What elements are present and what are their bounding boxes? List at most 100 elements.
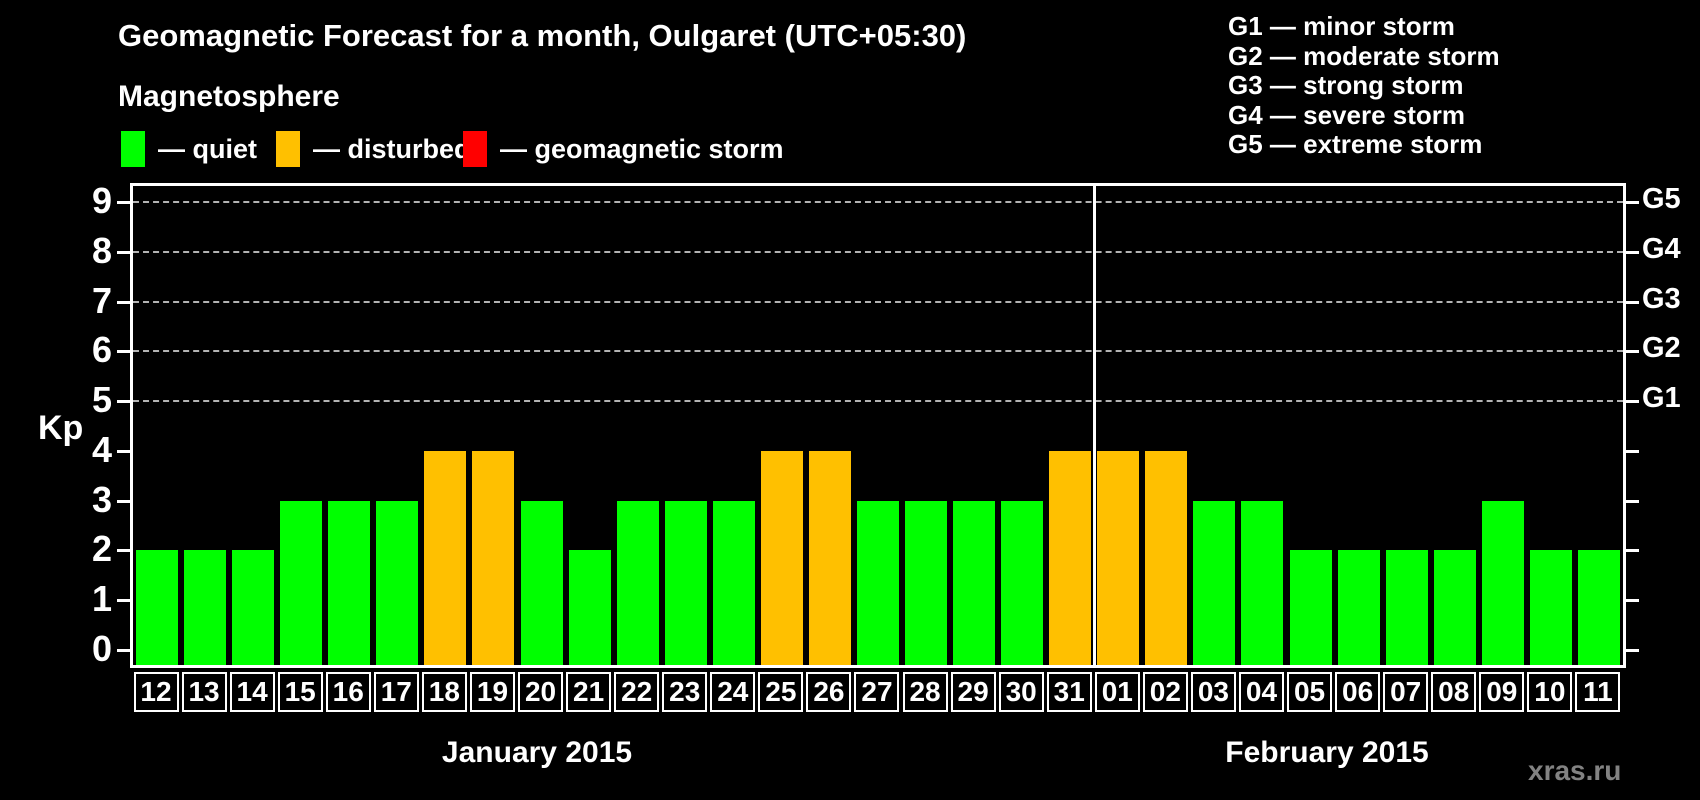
right-axis-tick: [1626, 449, 1639, 453]
legend-item-disturbed: — disturbed: [276, 131, 471, 167]
y-tick-label: 9: [91, 179, 112, 221]
day-label: 19: [469, 672, 515, 712]
kp-bar: [664, 500, 707, 665]
day-label: 12: [133, 672, 179, 712]
g-axis-label-g3: G3: [1642, 282, 1681, 315]
right-axis-tick: [1626, 649, 1639, 652]
day-label: 10: [1527, 672, 1573, 712]
gridline-kp7: [133, 300, 1623, 303]
g-scale-legend-line: G2 — moderate storm: [1228, 40, 1500, 71]
right-axis-tick: [1626, 200, 1639, 204]
right-axis-tick: [1626, 400, 1639, 404]
kp-bar: [1001, 500, 1044, 665]
y-tick-label: 5: [91, 379, 112, 421]
watermark: xras.ru: [1528, 755, 1622, 786]
kp-bar: [472, 450, 515, 665]
day-label: 04: [1238, 672, 1284, 712]
kp-bar: [232, 550, 275, 665]
y-axis-tick: [117, 400, 130, 404]
day-label: 01: [1094, 672, 1140, 712]
g-axis-label-g4: G4: [1642, 232, 1681, 265]
kp-bar: [616, 500, 659, 665]
g-scale-legend-line: G1 — minor storm: [1228, 11, 1455, 41]
y-axis-tick: [117, 200, 130, 204]
day-label: 28: [902, 672, 948, 712]
kp-bar: [808, 450, 851, 665]
day-label: 23: [662, 672, 708, 712]
day-label: 20: [518, 672, 564, 712]
y-axis-tick: [117, 499, 130, 503]
y-axis-tick: [117, 549, 130, 553]
g-scale-legend: G1 — minor storm G2 — moderate storm G3 — …: [1228, 11, 1500, 160]
kp-bar: [1481, 500, 1524, 665]
right-axis-tick: [1626, 250, 1639, 254]
g-axis-label-g5: G5: [1642, 182, 1681, 215]
y-axis-tick: [117, 350, 130, 354]
y-axis-tick: [117, 649, 130, 652]
right-axis-tick: [1626, 599, 1639, 603]
y-tick-label: 3: [91, 478, 112, 520]
chart-title: Geomagnetic Forecast for a month, Oulgar…: [118, 18, 967, 53]
kp-bar: [1097, 450, 1140, 665]
kp-bar: [953, 500, 996, 665]
y-tick-label: 4: [91, 428, 112, 470]
g-axis-label-g2: G2: [1642, 332, 1681, 365]
kp-bar: [1193, 500, 1236, 665]
day-label: 29: [950, 672, 996, 712]
day-label: 22: [614, 672, 660, 712]
day-label: 18: [421, 672, 467, 712]
legend-item-quiet: — quiet: [121, 131, 257, 167]
day-label: 27: [854, 672, 900, 712]
kp-bar: [1241, 500, 1284, 665]
kp-bar: [1145, 450, 1188, 665]
day-label: 09: [1479, 672, 1525, 712]
day-label: 03: [1190, 672, 1236, 712]
kp-bar: [712, 500, 755, 665]
month-separator: [1092, 183, 1096, 668]
y-tick-label: 7: [91, 279, 112, 321]
g-scale-legend-line: G4 — severe storm: [1228, 99, 1466, 130]
kp-bar: [1385, 550, 1428, 665]
y-axis-tick: [117, 599, 130, 603]
day-label: 25: [758, 672, 804, 712]
quiet-swatch: [121, 131, 145, 167]
g-scale-legend-line: G3 — strong storm: [1228, 70, 1464, 100]
y-axis-tick: [117, 250, 130, 254]
legend-item-label: — geomagnetic storm: [500, 133, 784, 164]
day-label: 26: [806, 672, 852, 712]
kp-bar: [1577, 550, 1620, 665]
kp-bar: [1529, 550, 1572, 665]
right-axis-tick: [1626, 549, 1639, 553]
kp-bar: [136, 550, 178, 665]
y-tick-label: 1: [91, 578, 112, 620]
g-scale-legend-line: G5 — extreme storm: [1228, 129, 1483, 159]
disturbed-swatch: [276, 131, 300, 167]
kp-bar: [1049, 450, 1092, 665]
right-axis-tick: [1626, 300, 1639, 304]
y-tick-label: 8: [91, 229, 112, 271]
legend-heading: Magnetosphere: [118, 80, 340, 113]
day-label: 21: [566, 672, 612, 712]
day-label: 24: [710, 672, 756, 712]
legend-item-label: — disturbed: [313, 133, 471, 164]
kp-bar: [1337, 550, 1380, 665]
plot-area: [130, 183, 1626, 668]
y-tick-label: 2: [91, 528, 112, 570]
day-label: 15: [277, 672, 323, 712]
legend-item-storm: — geomagnetic storm: [463, 131, 784, 167]
kp-bar: [1289, 550, 1332, 665]
kp-bar: [424, 450, 467, 665]
gridline-kp6: [133, 350, 1623, 353]
kp-bar: [905, 500, 948, 665]
y-axis-label: Kp: [38, 409, 84, 447]
day-label: 02: [1142, 672, 1188, 712]
y-tick-label: 0: [91, 628, 112, 669]
day-label: 31: [1046, 672, 1092, 712]
y-tick-label: 6: [91, 329, 112, 371]
kp-bar: [328, 500, 371, 665]
day-label: 08: [1431, 672, 1477, 712]
kp-bar: [376, 500, 419, 665]
y-axis-tick: [117, 449, 130, 453]
day-label: 11: [1575, 672, 1621, 712]
